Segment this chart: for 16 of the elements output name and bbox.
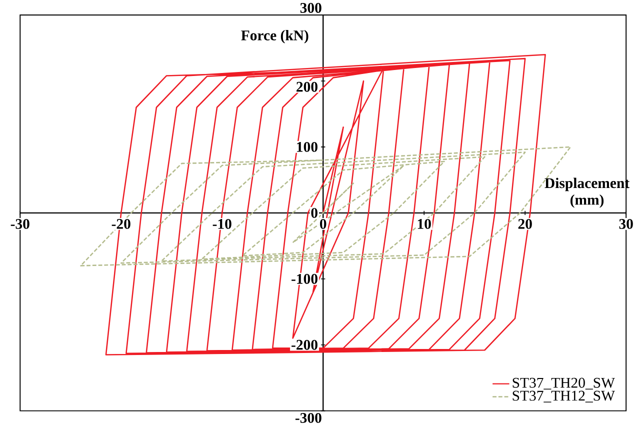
x-tick-label: 30 [619,219,633,229]
y-tick-label: -100 [292,274,318,284]
y-tick-label: 100 [297,142,318,152]
y-tick-label: -300 [295,413,322,423]
x-tick-label: -20 [112,219,130,229]
x-tick-label: 20 [518,219,532,229]
y-axis-title: Force (kN) [241,30,308,44]
x-tick-label: -30 [10,219,30,229]
y-tick-label: 0 [311,208,318,218]
y-tick-label: -200 [292,340,318,350]
x-tick-label: 10 [418,219,431,229]
legend-label: ST37_TH12_SW [512,390,615,403]
legend-label: ST37_TH20_SW [512,378,615,390]
x-tick-label: -10 [212,219,232,229]
y-tick-label: 300 [300,3,322,13]
y-tick-label: 200 [296,82,318,92]
